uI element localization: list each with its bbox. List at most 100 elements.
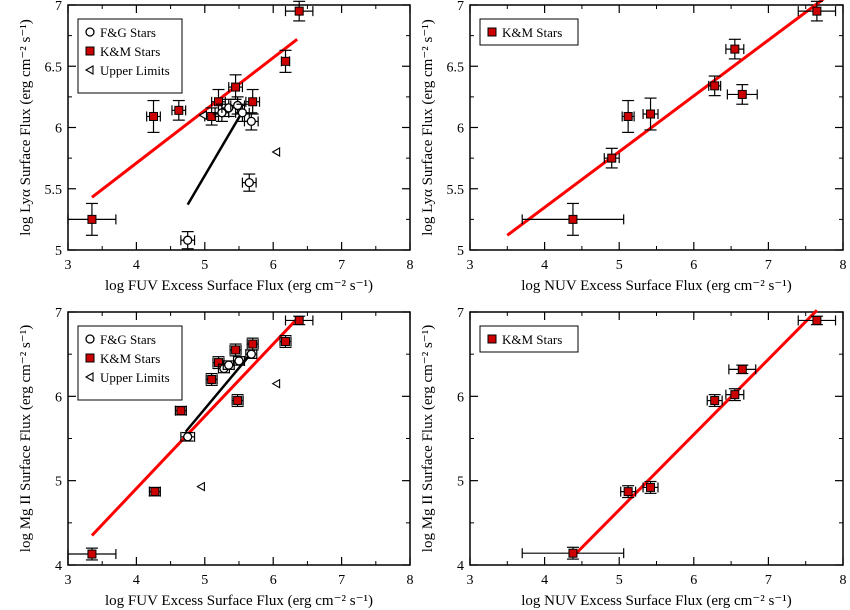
x-axis-title: log NUV Excess Surface Flux (erg cm⁻² s⁻…: [521, 278, 791, 294]
km-star-point: [812, 6, 822, 16]
x-axis-title: log FUV Excess Surface Flux (erg cm⁻² s⁻…: [105, 278, 373, 294]
legend-box: [77, 325, 183, 401]
fg-star-point: [246, 349, 256, 359]
fg-star-point: [183, 432, 193, 442]
km-star-point: [607, 153, 617, 163]
upper-limit-point: [271, 378, 281, 389]
x-tick-label: 6: [690, 573, 697, 588]
y-tick-label: 6: [457, 122, 464, 137]
legend-km-marker: [85, 46, 95, 56]
km-star-point: [294, 315, 304, 325]
km-star-point: [248, 339, 258, 349]
y-tick-label: 6: [55, 390, 62, 405]
y-tick-label: 5: [55, 244, 62, 259]
km-star-point: [233, 396, 243, 406]
legend-label: F&G Stars: [100, 25, 156, 40]
x-tick-label: 6: [690, 258, 697, 273]
km-star-point: [730, 44, 740, 54]
y-tick-label: 6: [55, 122, 62, 137]
km-star-point: [281, 337, 291, 347]
y-axis-title: log Mg II Surface Flux (erg cm⁻² s⁻¹): [420, 325, 436, 552]
upper-limit-point: [198, 110, 207, 121]
fg-star-point: [246, 116, 256, 127]
fg-star-point: [237, 108, 248, 118]
km-fit-line: [91, 38, 299, 199]
km-star-point: [730, 390, 740, 400]
x-tick-label: 8: [840, 573, 847, 588]
y-tick-label: 5: [457, 244, 464, 259]
km-star-point: [150, 487, 160, 497]
km-star-point: [710, 396, 720, 406]
km-star-point: [213, 97, 223, 107]
km-star-point: [623, 111, 633, 121]
km-star-point: [737, 364, 747, 374]
y-axis-title: log Lyα Surface Flux (erg cm⁻² s⁻¹): [18, 19, 34, 236]
km-fit-line: [506, 0, 825, 237]
legend-km-marker: [487, 27, 497, 37]
legend-km-marker: [85, 353, 95, 363]
km-star-point: [248, 97, 258, 107]
km-star-point: [281, 56, 291, 66]
y-tick-label: 7: [55, 306, 62, 321]
km-star-point: [737, 89, 747, 99]
km-star-point: [231, 82, 241, 92]
km-star-point: [568, 214, 578, 224]
km-star-point: [176, 406, 186, 416]
x-tick-label: 3: [467, 573, 474, 588]
legend-label: F&G Stars: [100, 332, 156, 347]
y-tick-label: 6.5: [45, 60, 63, 75]
km-star-point: [207, 374, 217, 384]
legend-upper-limit-marker: [84, 372, 94, 382]
legend-box: [77, 18, 183, 94]
y-tick-label: 7: [457, 0, 464, 14]
x-tick-label: 8: [407, 258, 414, 273]
km-star-point: [294, 6, 304, 16]
fg-star-point: [244, 177, 254, 188]
legend-fg-marker: [85, 27, 95, 37]
x-tick-label: 5: [616, 258, 623, 273]
x-tick-label: 4: [133, 573, 140, 588]
chart-panel-tr: 3 4 5 6 7 8 5 5.5 6 6.5 7 log NUV Excess Surface Fl…: [420, 0, 847, 294]
km-star-point: [231, 345, 241, 355]
x-axis-title: log NUV Excess Surface Flux (erg cm⁻² s⁻…: [521, 593, 791, 609]
fg-star-point: [232, 100, 243, 111]
km-star-point: [87, 549, 97, 559]
km-star-point: [710, 81, 720, 91]
x-tick-label: 5: [201, 573, 208, 588]
y-tick-label: 4: [457, 559, 464, 574]
x-tick-label: 3: [65, 258, 72, 273]
fg-star-point: [183, 235, 193, 245]
km-star-point: [149, 111, 158, 121]
fg-fit-line: [186, 110, 244, 206]
km-star-point: [646, 109, 656, 119]
km-star-point: [646, 482, 656, 492]
legend-fg-marker: [85, 334, 95, 344]
legend-label: K&M Stars: [502, 25, 562, 40]
x-tick-label: 8: [407, 573, 414, 588]
y-tick-label: 7: [55, 0, 62, 14]
x-tick-label: 7: [338, 573, 345, 588]
x-tick-label: 4: [541, 258, 548, 273]
legend-label: K&M Stars: [502, 332, 562, 347]
legend-km-marker: [487, 334, 497, 344]
y-tick-label: 6: [457, 390, 464, 405]
y-axis-title: log Lyα Surface Flux (erg cm⁻² s⁻¹): [420, 19, 436, 236]
y-tick-label: 5.5: [447, 183, 465, 198]
y-axis-title: log Mg II Surface Flux (erg cm⁻² s⁻¹): [18, 325, 34, 552]
x-tick-label: 7: [765, 258, 772, 273]
legend-upper-limit-marker: [84, 65, 94, 75]
x-tick-label: 8: [840, 258, 847, 273]
legend-label: Upper Limits: [100, 370, 170, 385]
x-axis-title: log FUV Excess Surface Flux (erg cm⁻² s⁻…: [105, 593, 373, 609]
y-tick-label: 5.5: [45, 183, 63, 198]
upper-limit-point: [196, 481, 205, 492]
x-tick-label: 5: [616, 573, 623, 588]
x-tick-label: 7: [338, 258, 345, 273]
x-tick-label: 4: [133, 258, 140, 273]
chart-panel-tl: 3 4 5 6 7 8 5 5.5 6 6.5 7 log FUV Excess Surface Fl…: [18, 0, 414, 294]
km-star-point: [568, 548, 578, 558]
y-tick-label: 5: [55, 475, 62, 490]
x-tick-label: 7: [765, 573, 772, 588]
km-star-point: [812, 315, 822, 325]
